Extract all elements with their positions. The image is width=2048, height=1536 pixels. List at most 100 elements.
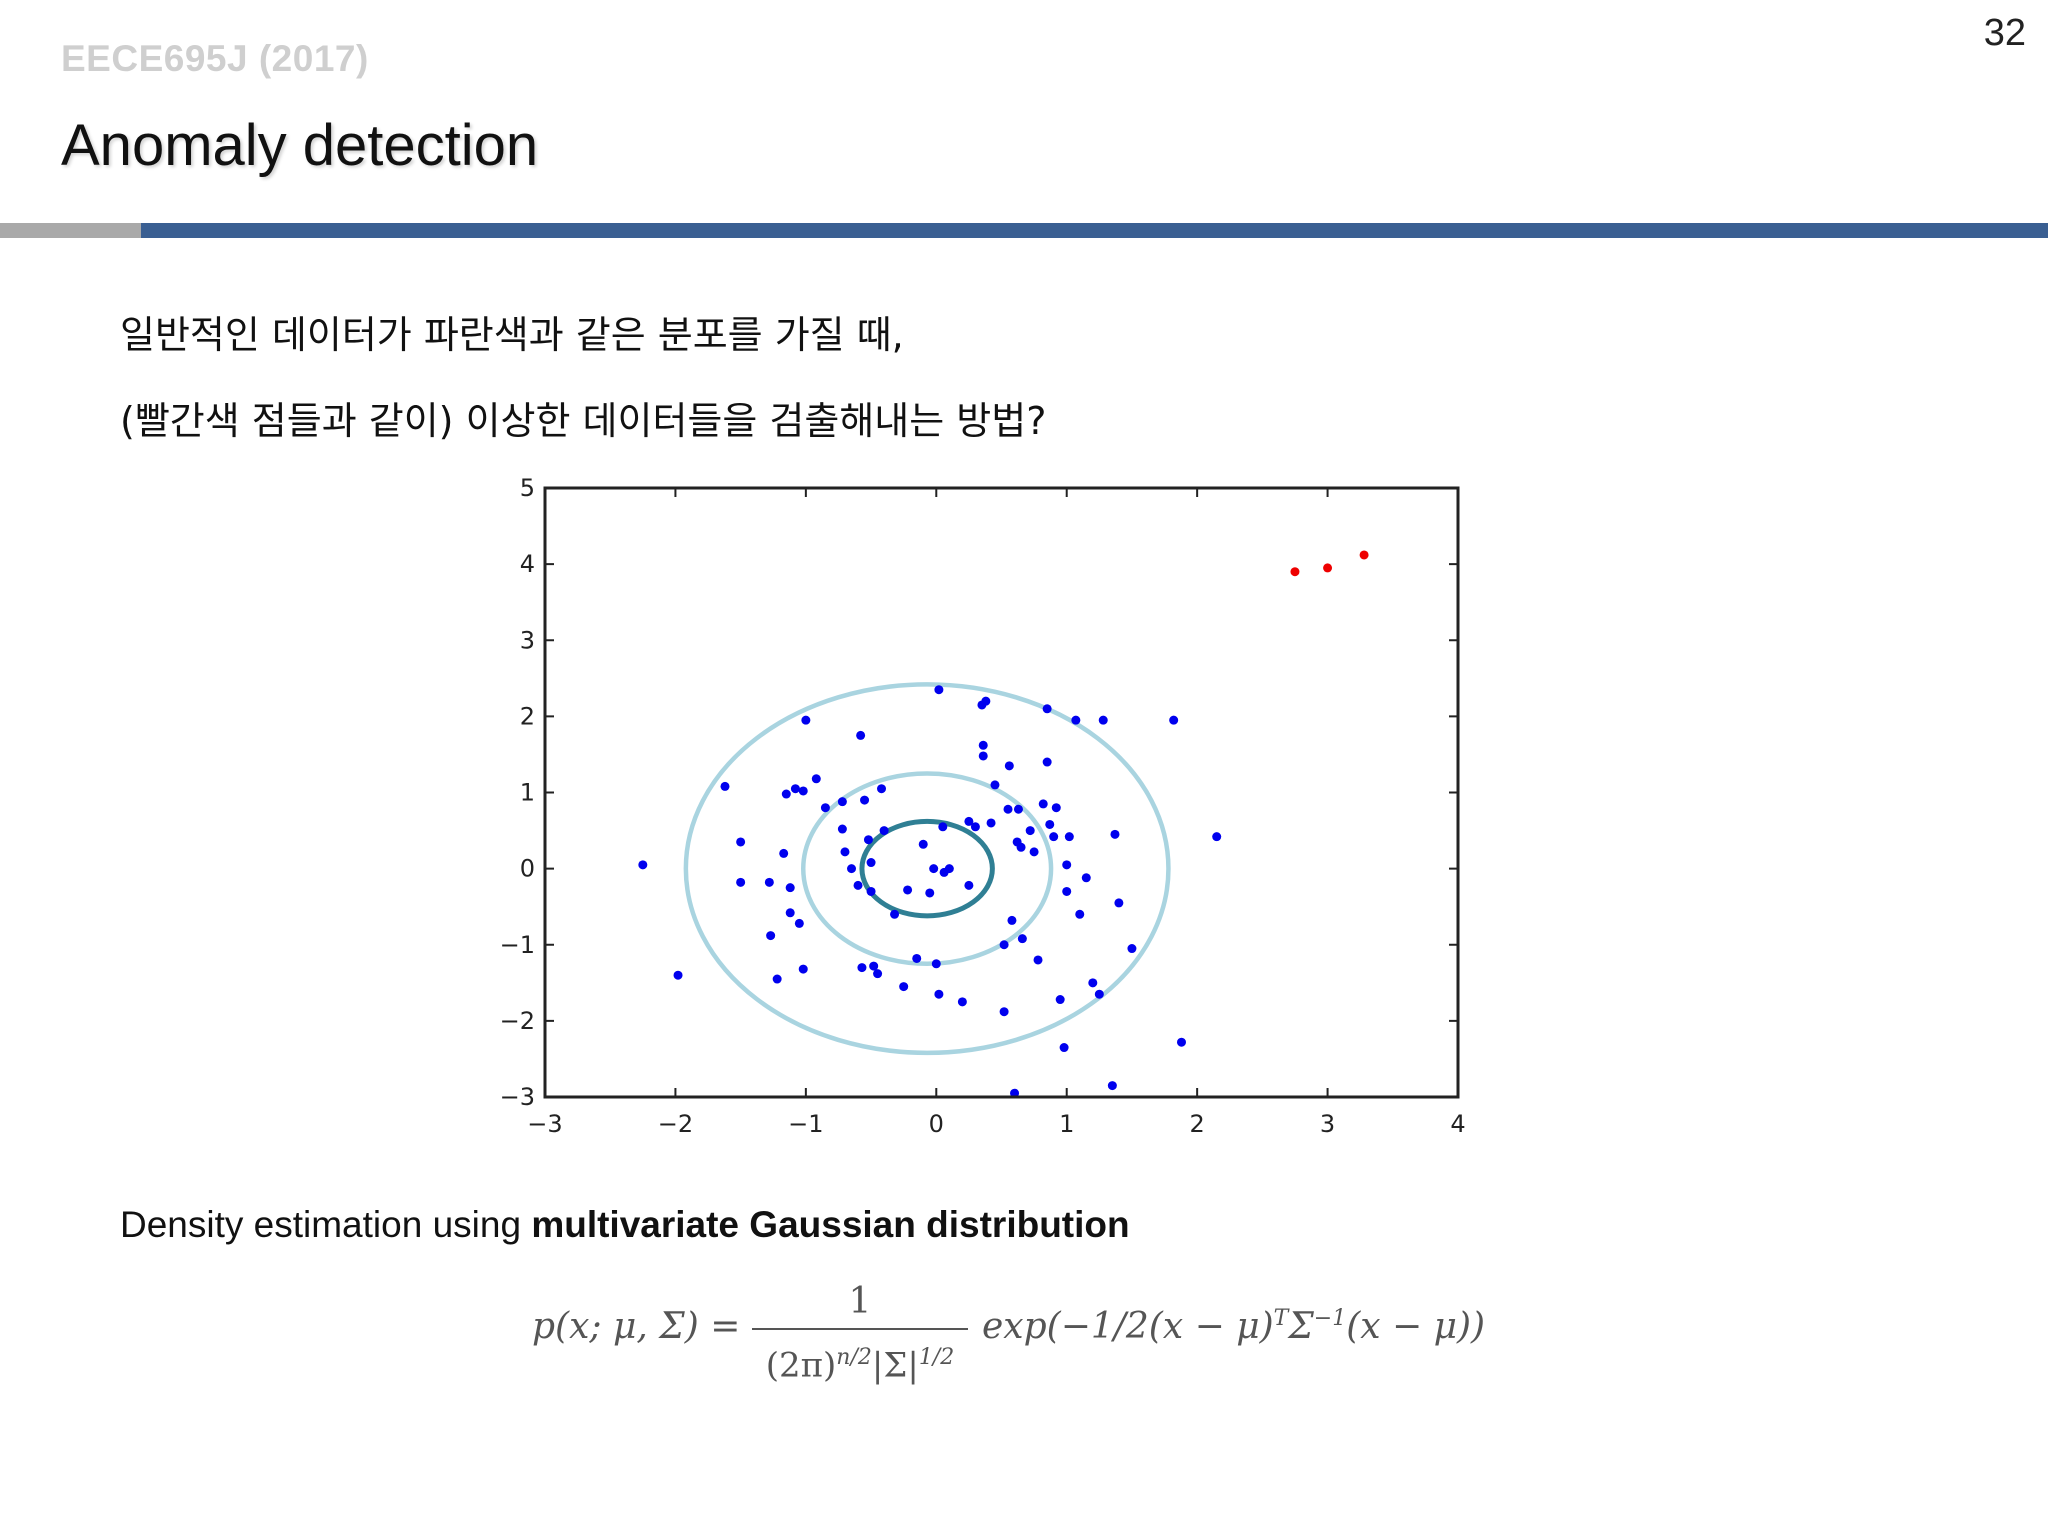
normal-point — [890, 909, 900, 919]
y-tick-label: 5 — [520, 474, 535, 502]
normal-point — [1033, 955, 1043, 965]
normal-point — [1088, 978, 1098, 988]
normal-point — [877, 784, 887, 794]
rhs-a: exp(−1/2(x − μ) — [982, 1306, 1274, 1347]
normal-point — [801, 715, 811, 725]
normal-point — [736, 837, 746, 847]
normal-point — [1042, 757, 1052, 767]
normal-point — [772, 974, 782, 984]
normal-point — [736, 877, 746, 887]
slide-title: Anomaly detection — [61, 113, 539, 178]
title-rule-grey — [0, 223, 141, 238]
normal-point — [938, 822, 948, 832]
normal-point — [931, 959, 941, 969]
normal-point — [986, 818, 996, 828]
rhs-b: Σ — [1288, 1306, 1314, 1347]
normal-point — [785, 908, 795, 918]
y-tick-label: 2 — [520, 702, 535, 730]
contour-group — [683, 682, 1171, 1056]
normal-point — [863, 835, 873, 845]
normal-point — [903, 885, 913, 895]
normal-point — [1010, 1088, 1020, 1098]
normal-point — [918, 839, 928, 849]
normal-point — [1071, 715, 1081, 725]
y-tick-label: 0 — [520, 855, 535, 883]
contour-ellipse — [800, 771, 1054, 967]
normal-point — [1107, 1081, 1117, 1091]
normal-point — [1055, 995, 1065, 1005]
rhs-c: (x − μ)) — [1346, 1306, 1486, 1347]
normal-point — [1013, 804, 1023, 814]
y-tick-label: 3 — [520, 626, 535, 654]
density-caption: Density estimation using multivariate Ga… — [120, 1204, 1130, 1246]
normal-point — [944, 864, 954, 874]
normal-point — [964, 816, 974, 826]
x-tick-label: 3 — [1320, 1110, 1335, 1138]
normal-point — [929, 864, 939, 874]
formula-lhs: p(x; μ, Σ) = — [532, 1306, 741, 1347]
formula-rhs: exp(−1/2(x − μ)TΣ−1(x − μ)) — [982, 1306, 1485, 1347]
course-code: EECE695J (2017) — [61, 38, 369, 79]
normal-point — [790, 784, 800, 794]
normal-point — [925, 888, 935, 898]
normal-point — [1051, 803, 1061, 813]
x-tick-label: 0 — [929, 1110, 944, 1138]
normal-point — [866, 886, 876, 896]
normal-point — [764, 877, 774, 887]
normal-point — [720, 781, 730, 791]
normal-point — [1098, 715, 1108, 725]
tick-group: −3 −2 −1 0 1 2 3 4 −3 −2 −1 0 1 2 3 4 5 — [500, 474, 1466, 1138]
normal-point — [970, 822, 980, 832]
normal-point — [1176, 1037, 1186, 1047]
normal-point — [1114, 898, 1124, 908]
normal-point — [840, 847, 850, 857]
normal-point — [964, 880, 974, 890]
normal-point — [837, 797, 847, 807]
normal-point — [1212, 832, 1222, 842]
fraction-bar — [752, 1328, 968, 1330]
denominator-exp1: n/2 — [836, 1345, 872, 1370]
normal-point — [1016, 842, 1026, 852]
normal-point — [1081, 873, 1091, 883]
anomaly-point — [1323, 563, 1333, 573]
normal-point — [1029, 847, 1039, 857]
normal-point — [1169, 715, 1179, 725]
density-prefix: Density estimation using — [120, 1204, 532, 1245]
normal-point — [1062, 860, 1072, 870]
denominator-mid: |Σ| — [871, 1345, 919, 1386]
normal-point — [934, 685, 944, 695]
normal-point — [857, 963, 867, 973]
y-tick-label: 1 — [520, 779, 535, 807]
normal-point — [673, 970, 683, 980]
normal-point — [1094, 989, 1104, 999]
normal-point — [798, 964, 808, 974]
normal-point — [934, 989, 944, 999]
normal-point — [779, 848, 789, 858]
normal-point — [1075, 909, 1085, 919]
normal-point — [856, 730, 866, 740]
normal-point — [978, 740, 988, 750]
normal-point — [1004, 761, 1014, 771]
normal-point — [1059, 1043, 1069, 1053]
normal-point — [990, 780, 1000, 790]
normal-point — [837, 824, 847, 834]
normal-point — [820, 803, 830, 813]
x-tick-label: −3 — [527, 1110, 562, 1138]
normal-point — [853, 880, 863, 890]
contour-ellipse — [683, 682, 1171, 1056]
normal-point — [957, 997, 967, 1007]
normal-point — [1042, 704, 1052, 714]
normal-point — [1110, 829, 1120, 839]
gaussian-formula: p(x; μ, Σ) = 1 (2π)n/2|Σ|1/2 exp(−1/2(x … — [532, 1276, 1532, 1396]
normal-point — [638, 860, 648, 870]
normal-point — [978, 751, 988, 761]
normal-point — [999, 1007, 1009, 1017]
normal-point — [794, 918, 804, 928]
normal-point — [1003, 804, 1013, 814]
normal-point — [1025, 826, 1035, 836]
normal-point — [798, 786, 808, 796]
page-number: 32 — [1983, 12, 2026, 54]
point-group — [638, 550, 1369, 1098]
x-tick-label: 4 — [1450, 1110, 1465, 1138]
normal-point — [869, 961, 879, 971]
